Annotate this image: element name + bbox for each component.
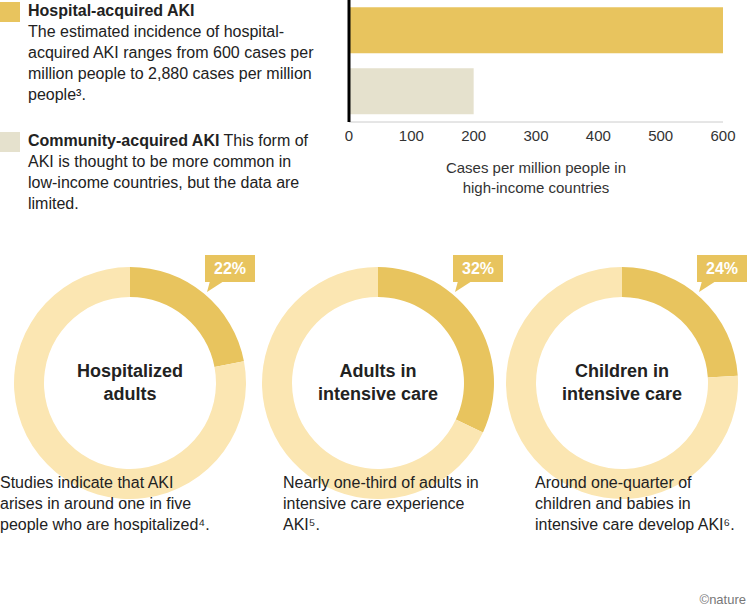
svg-text:200: 200 bbox=[461, 127, 486, 144]
html-text:Hospital-acquired AKI: Hospital-acquired AKI bbox=[28, 2, 195, 19]
html-text:Hospitalized adults: Hospitalized adults bbox=[77, 361, 183, 404]
svg-text:32%: 32% bbox=[462, 260, 494, 277]
svg-text:300: 300 bbox=[523, 127, 548, 144]
html-text:Nearly one-third of adults in: Nearly one-third of adults in intensive … bbox=[283, 474, 479, 533]
html-text:Children in intensive care: Children in intensive care bbox=[562, 361, 682, 404]
html-text:©nature: ©nature bbox=[699, 592, 746, 607]
svg-text:600: 600 bbox=[710, 127, 735, 144]
svg-text:100: 100 bbox=[399, 127, 424, 144]
html-text:Adults in intensive care: Adults in intensive care bbox=[318, 361, 438, 404]
html-text:The estimated incidence of hos: The estimated incidence of hospital-acqu… bbox=[28, 23, 314, 103]
svg-text:22%: 22% bbox=[214, 260, 246, 277]
html-text:Community-acquired AKI This fo: Community-acquired AKI This form of AKI … bbox=[28, 132, 308, 212]
svg-text:0: 0 bbox=[345, 127, 353, 144]
svg-text:400: 400 bbox=[586, 127, 611, 144]
svg-text:24%: 24% bbox=[706, 260, 738, 277]
html-text:Studies indicate that AKI aris: Studies indicate that AKI arises in arou… bbox=[0, 474, 210, 533]
svg-text:500: 500 bbox=[648, 127, 673, 144]
html-text:Around one-quarter of children: Around one-quarter of children and babie… bbox=[535, 474, 735, 533]
html-text:Cases per million people in hi: Cases per million people in high-income … bbox=[445, 159, 626, 196]
